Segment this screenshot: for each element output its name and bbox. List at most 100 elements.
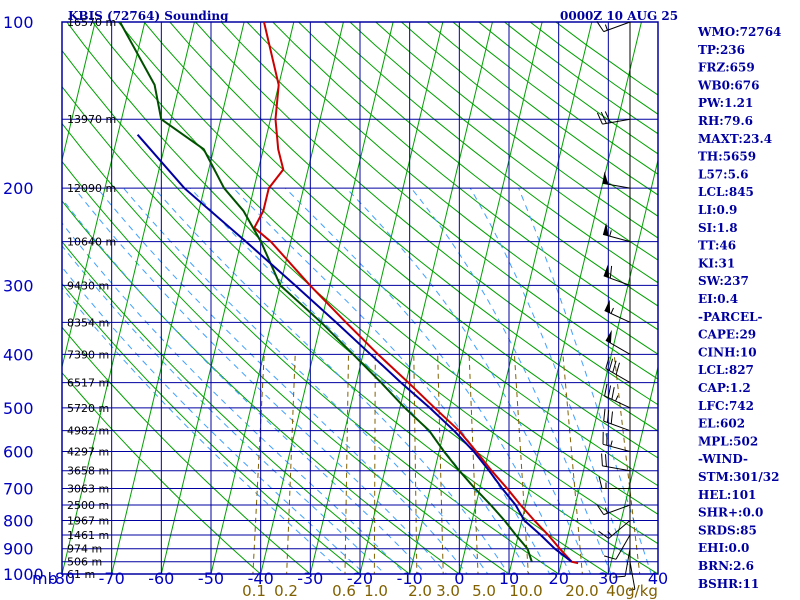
barb-pennant [605,329,612,344]
barb-staff [603,504,631,516]
moist-adiabat [62,245,386,574]
mixing-ratio-line [562,354,583,574]
index-entry: TT:46 [698,239,736,253]
barb-staff [604,310,631,323]
barb-full [610,411,613,424]
pressure-tick-label: 400 [3,345,34,364]
moist-adiabat [285,187,571,574]
index-entry: CAP:1.2 [698,381,751,395]
pressure-tick-label: 900 [3,540,34,559]
mixing-ratio-label: 1.0 [364,582,388,600]
barb-half [610,307,614,314]
dry-adiabat [62,282,361,574]
temperature-tick-label: -10 [397,569,423,588]
dry-adiabat [62,326,312,574]
height-label: 506 m [67,556,102,569]
index-entry: TH:5659 [698,150,756,164]
barb-full [603,408,606,422]
barb-full [607,385,612,398]
series-dewpoint [119,22,533,563]
height-label: 61 m [67,568,95,581]
index-entry: SHR+:0.0 [698,506,763,520]
wind-barb [605,356,631,384]
barb-staff [602,443,631,453]
barb-pennant [602,171,609,185]
pressure-tick-label: 800 [3,512,34,531]
barb-full [612,360,617,373]
temperature-tick-label: -30 [297,569,323,588]
mixing-ratio-line [373,354,376,574]
temperature-tick-label: -80 [49,569,75,588]
index-entry: LCL:845 [698,185,754,199]
barb-pennant [604,299,611,313]
moist-adiabat [73,187,448,574]
mixing-ratio-label: 40g/kg [606,582,658,600]
index-entry: EL:602 [698,417,745,431]
series-parcel [136,134,573,563]
isotherm [111,22,245,574]
moist-adiabat [469,187,632,574]
isotherm [458,22,593,574]
height-label: 8354 m [67,316,109,329]
mixing-ratio-label: 0.6 [332,582,356,600]
barb-half [607,530,612,537]
barb-staff [602,118,631,125]
series-temperature [253,22,579,565]
wind-barb [596,21,631,33]
plot-frame [61,21,659,575]
moist-adiabat [518,188,652,574]
barb-staff [605,368,631,384]
barb-half [604,507,608,514]
height-label: 12090 m [67,182,116,195]
indices-panel: WMO:72764 TP:236 FRZ:659 WB0:676 PW:1.21 RH:7… [697,25,781,591]
height-label: 4982 m [67,425,109,438]
pressure-tick-label: 300 [3,276,34,295]
index-entry: SW:237 [698,274,749,288]
moist-adiabat [190,187,530,574]
index-entry: CINH:10 [698,345,757,359]
barb-full [596,21,605,32]
barb-full [609,265,613,279]
barb-full [611,387,615,400]
wind-barb [598,476,631,489]
mixing-ratio-line [286,354,296,574]
wind-barb [602,222,631,243]
wind-barb [598,520,631,539]
wind-barb [628,561,636,591]
wind-barb [604,299,631,323]
index-entry: LCL:827 [698,363,754,377]
wind-barb [596,504,631,516]
station-title: KBIS (72764) Sounding [68,9,229,23]
index-entry: PW:1.21 [698,96,753,110]
mixing-ratio-line [437,354,444,574]
height-label: 13970 m [67,113,116,126]
mixing-ratio-line [613,354,641,574]
height-label: 9430 m [67,279,109,292]
wind-barb [596,111,631,125]
height-label: 1967 m [67,515,109,528]
moist-adiabat [62,287,346,574]
isotherm [160,22,295,574]
barb-half [604,24,608,31]
isotherm [508,22,642,574]
barb-half [615,395,619,402]
temperature-tick-label: -50 [198,569,224,588]
barb-pennant [603,264,610,278]
pressure-tick-label: 200 [3,179,34,198]
height-label: 1461 m [67,529,109,542]
index-entry: EHI:0.0 [698,541,749,555]
index-entry: CAPE:29 [698,328,756,342]
barb-full [605,356,610,369]
barb-staff [608,520,631,539]
barb-full [605,454,607,467]
barb-half [609,230,612,237]
pressure-tick-label: 700 [3,480,34,499]
wind-barb [602,431,631,453]
barb-full [615,362,620,375]
index-entry: HEL:101 [698,488,756,502]
barb-half [610,440,613,447]
isotherm [409,22,543,574]
index-entry: L57:5.6 [698,167,748,181]
